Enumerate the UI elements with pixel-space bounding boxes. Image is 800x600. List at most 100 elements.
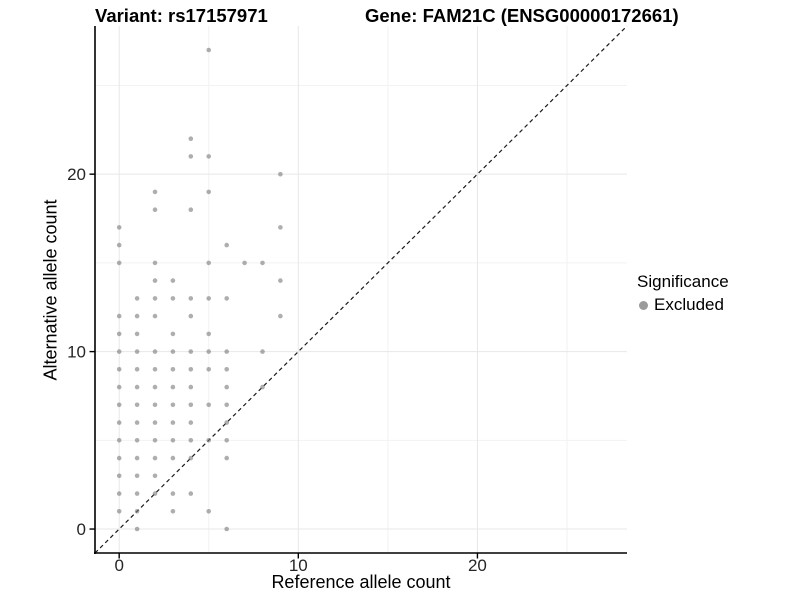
data-point (152, 189, 158, 195)
data-point (242, 260, 247, 266)
data-point (170, 384, 176, 390)
data-point (116, 420, 122, 425)
data-point (116, 455, 122, 461)
data-point (260, 384, 265, 390)
data-point (188, 402, 194, 408)
data-point (170, 402, 176, 408)
data-point (188, 313, 194, 319)
data-point (116, 509, 122, 514)
y-tick-label: 0 (77, 520, 86, 539)
x-tick-label: 20 (468, 556, 487, 575)
data-point (134, 313, 140, 319)
data-point (152, 420, 158, 425)
data-point (116, 367, 122, 372)
data-point (152, 207, 158, 212)
data-point (224, 242, 229, 248)
data-point (116, 242, 122, 248)
data-point (206, 189, 211, 195)
data-point (116, 491, 122, 496)
data-point (188, 420, 194, 425)
data-point (278, 225, 283, 230)
excluded-point-icon (639, 300, 648, 310)
x-tick-label: 0 (114, 556, 123, 575)
data-point (206, 367, 211, 372)
data-point (116, 225, 122, 230)
data-point (134, 384, 140, 390)
data-point (170, 420, 176, 425)
data-point (116, 349, 122, 354)
data-point (152, 313, 158, 319)
data-point (134, 509, 140, 514)
data-point (134, 402, 140, 408)
data-point (170, 438, 176, 443)
data-point (116, 331, 122, 337)
data-point (116, 402, 122, 408)
data-point (206, 402, 211, 408)
x-tick-label: 10 (289, 556, 308, 575)
data-point (260, 260, 265, 266)
data-point (278, 313, 283, 319)
data-point (170, 349, 176, 354)
data-point (206, 349, 211, 354)
data-point (188, 367, 194, 372)
data-point (116, 473, 122, 479)
legend-item-excluded: Excluded (637, 295, 729, 315)
data-point (224, 349, 229, 354)
data-point (188, 491, 194, 496)
data-point (188, 136, 194, 141)
data-point (224, 438, 229, 443)
data-point (152, 349, 158, 354)
data-point (134, 367, 140, 372)
data-point (134, 420, 140, 425)
data-point (134, 296, 140, 301)
data-point (170, 491, 176, 496)
data-point (206, 438, 211, 443)
data-point (170, 296, 176, 301)
data-point (152, 367, 158, 372)
legend-item-label: Excluded (654, 295, 724, 314)
data-point (206, 509, 211, 514)
legend: Significance Excluded (637, 271, 729, 315)
data-point (206, 47, 211, 53)
data-point (224, 526, 229, 532)
data-point (152, 491, 158, 496)
data-point (260, 349, 265, 354)
data-point (152, 402, 158, 408)
data-point (116, 313, 122, 319)
data-point (152, 296, 158, 301)
data-point (116, 260, 122, 266)
data-point (224, 402, 229, 408)
data-point (170, 509, 176, 514)
y-tick-label: 10 (67, 343, 86, 362)
data-point (206, 331, 211, 337)
data-point (134, 331, 140, 337)
data-point (134, 438, 140, 443)
data-point (170, 367, 176, 372)
data-point (134, 349, 140, 354)
data-point (206, 260, 211, 266)
data-point (278, 171, 283, 177)
data-point (152, 384, 158, 390)
data-point (188, 384, 194, 390)
plot-title-gene: Gene: FAM21C (ENSG00000172661) (365, 5, 679, 26)
data-point (116, 438, 122, 443)
data-point (152, 260, 158, 266)
data-point (188, 438, 194, 443)
data-point (188, 154, 194, 159)
data-point (224, 384, 229, 390)
data-point (278, 278, 283, 283)
data-point (224, 455, 229, 461)
data-point (206, 296, 211, 301)
data-point (170, 278, 176, 283)
plot-title-variant: Variant: rs17157971 (95, 5, 268, 26)
data-point (152, 455, 158, 461)
data-point (224, 367, 229, 372)
data-point (206, 154, 211, 159)
data-point (188, 296, 194, 301)
x-axis-title: Reference allele count (271, 572, 451, 592)
data-point (152, 438, 158, 443)
y-axis-title: Alternative allele count (40, 199, 61, 381)
data-point (134, 473, 140, 479)
